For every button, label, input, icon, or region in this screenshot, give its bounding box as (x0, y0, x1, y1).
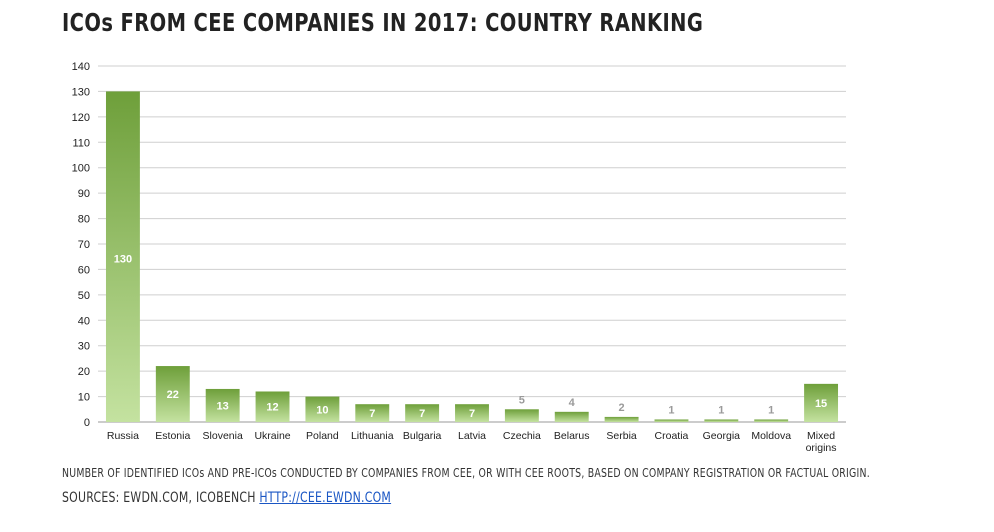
y-tick-label: 10 (78, 392, 90, 404)
bar (654, 419, 689, 422)
x-tick-label: Slovenia (203, 430, 243, 442)
y-tick-label: 100 (72, 163, 90, 175)
data-labels: 130 22 13 12 10 7 7 7 5 4 2 1 1 1 15 (114, 253, 827, 420)
y-tick-label: 0 (84, 417, 90, 429)
data-label: 12 (266, 402, 278, 414)
y-tick-label: 120 (72, 112, 90, 124)
x-tick-label: Latvia (458, 430, 486, 442)
y-tick-label: 30 (78, 341, 90, 353)
data-label: 1 (668, 404, 674, 416)
x-tick-label: Poland (306, 430, 339, 442)
y-axis-ticks: 0 10 20 30 40 50 60 70 80 90 100 110 120 130 140 (72, 61, 90, 429)
data-label: 1 (768, 404, 774, 416)
bar (105, 91, 140, 422)
x-tick-label: Serbia (606, 430, 637, 442)
chart-title: ICOs FROM CEE COMPANIES IN 2017: COUNTRY… (62, 8, 704, 37)
data-label: 4 (569, 397, 576, 409)
bar (804, 383, 839, 422)
bar (305, 396, 340, 422)
data-label: 7 (419, 408, 425, 420)
x-axis-labels: Russia Estonia Slovenia Ukraine Poland Lithua… (107, 430, 837, 454)
data-label: 130 (114, 253, 132, 265)
sources-line: SOURCES: EWDN.COM, ICOBENCH HTTP://CEE.E… (62, 490, 391, 506)
data-label: 10 (316, 404, 328, 416)
x-tick-label: origins (806, 442, 837, 454)
y-tick-label: 50 (78, 290, 90, 302)
data-label: 2 (619, 402, 625, 414)
x-tick-label: Georgia (703, 430, 741, 442)
x-tick-label: Czechia (503, 430, 541, 442)
x-tick-label: Belarus (554, 430, 590, 442)
bar (554, 411, 589, 422)
y-tick-label: 70 (78, 239, 90, 251)
bar (604, 416, 639, 422)
bar (704, 419, 739, 422)
chart-footnote: NUMBER OF IDENTIFIED ICOs AND PRE-ICOs C… (62, 466, 870, 480)
y-tick-label: 110 (72, 137, 90, 149)
y-tick-label: 40 (78, 315, 90, 327)
x-tick-label: Croatia (655, 430, 689, 442)
y-tick-label: 130 (72, 86, 90, 98)
y-tick-label: 20 (78, 366, 90, 378)
bar (255, 391, 290, 422)
data-label: 13 (217, 400, 229, 412)
x-tick-label: Mixed (807, 430, 835, 442)
data-label: 15 (815, 398, 827, 410)
y-tick-label: 140 (72, 61, 90, 73)
y-tick-label: 60 (78, 264, 90, 276)
data-label: 22 (167, 389, 179, 401)
gridlines (98, 65, 846, 423)
data-label: 5 (519, 394, 525, 406)
bar (455, 404, 489, 422)
sources-text: SOURCES: EWDN.COM, ICOBENCH (62, 490, 260, 506)
y-tick-label: 90 (78, 188, 90, 200)
bar (155, 366, 190, 422)
x-tick-label: Russia (107, 430, 139, 442)
x-tick-label: Ukraine (254, 430, 290, 442)
data-label: 7 (369, 408, 375, 420)
x-tick-label: Lithuania (351, 430, 394, 442)
x-tick-label: Bulgaria (403, 430, 442, 442)
bar (355, 404, 390, 422)
data-label: 7 (469, 408, 475, 420)
bar (405, 404, 440, 422)
bar (205, 388, 240, 422)
bar (504, 409, 539, 422)
sources-link[interactable]: HTTP://CEE.EWDN.COM (259, 490, 392, 506)
x-tick-label: Moldova (751, 430, 791, 442)
data-label: 1 (718, 404, 724, 416)
bars (105, 91, 839, 422)
bar (754, 419, 789, 422)
y-tick-label: 80 (78, 214, 90, 226)
x-tick-label: Estonia (155, 430, 190, 442)
